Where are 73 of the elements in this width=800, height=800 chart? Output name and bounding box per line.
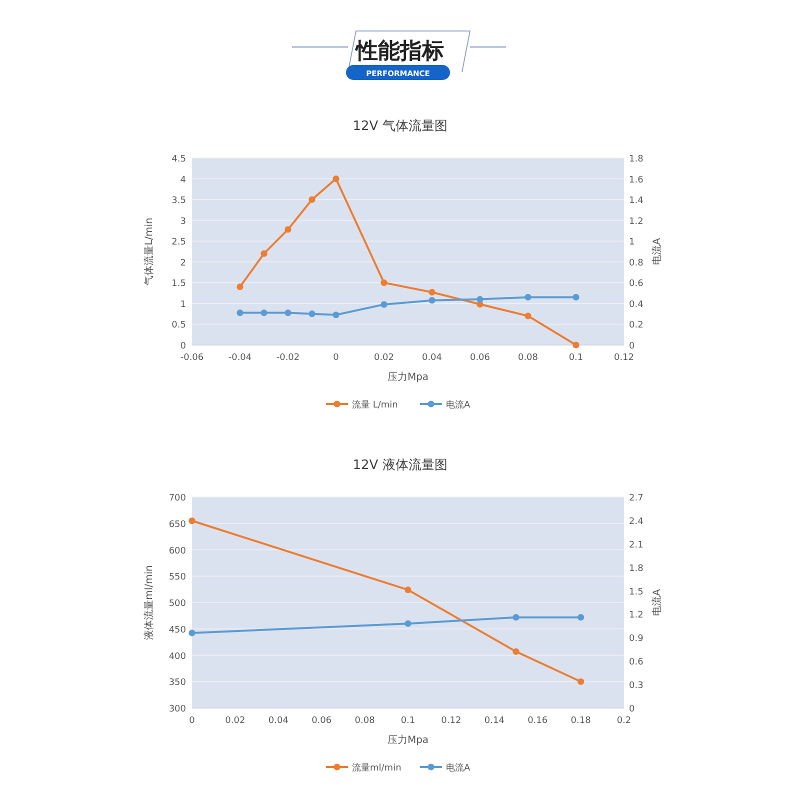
y-axis-title: 气体流量L/min: [143, 218, 155, 286]
x-tick-label: 0.1: [568, 353, 584, 363]
x-tick-label: 0.12: [441, 716, 462, 726]
legend-label: 流量 L/min: [352, 400, 398, 410]
x-tick-label: -0.04: [228, 353, 252, 363]
y2-tick-label: 0.6: [629, 658, 644, 668]
y-tick-label: 1.5: [172, 279, 186, 290]
x-tick-label: 0.2: [616, 716, 632, 726]
y-tick-label: 300: [168, 704, 186, 714]
x-tick-label: 0.08: [354, 716, 376, 726]
y-tick-label: 0: [180, 342, 186, 352]
x-tick-label: -0.06: [180, 353, 204, 363]
y-tick-label: 3.5: [172, 196, 186, 206]
x-tick-label: 0.06: [470, 353, 490, 363]
y-tick-label: 650: [168, 520, 186, 530]
y2-axis-title: 电流A: [651, 238, 663, 265]
x-tick-label: 0.02: [225, 716, 246, 726]
y2-tick-label: 1: [629, 238, 635, 248]
y-tick-label: 350: [168, 678, 186, 688]
y2-tick-label: 1.6: [629, 175, 644, 186]
x-tick-label: 0: [189, 716, 196, 726]
x-tick-label: 0.04: [268, 716, 289, 726]
y2-tick-label: 0.8: [629, 258, 644, 268]
y2-tick-label: 0.6: [629, 279, 644, 290]
y-tick-label: 4.5: [172, 154, 186, 164]
y2-tick-label: 0: [629, 704, 635, 714]
y2-axis-title: 电流A: [651, 588, 663, 616]
x-tick-label: 0: [333, 353, 340, 363]
x-axis-title: 压力Mpa: [387, 734, 429, 746]
x-tick-label: 0.16: [528, 716, 548, 726]
x-tick-label: 0.02: [374, 353, 394, 363]
y-axis-title: 液体流量ml/min: [143, 565, 155, 640]
y2-tick-label: 1.8: [629, 564, 644, 574]
y2-tick-label: 1.2: [629, 610, 644, 621]
y-tick-label: 700: [168, 494, 186, 504]
y2-tick-label: 1.5: [629, 587, 644, 598]
chart-title: 12V 液体流量图: [352, 457, 448, 473]
x-tick-label: 0.04: [422, 353, 442, 363]
text: 性能指标: [354, 39, 444, 64]
chart-title: 12V 气体流量图: [352, 118, 448, 134]
y2-tick-label: 0.9: [629, 634, 644, 644]
y2-tick-label: 2.7: [629, 494, 644, 504]
y-tick-label: 450: [168, 625, 186, 636]
y2-tick-label: 0.3: [629, 681, 644, 692]
y-tick-label: 0.5: [172, 320, 186, 331]
y-tick-label: 2: [180, 258, 186, 268]
x-tick-label: 0.18: [570, 716, 592, 726]
y2-tick-label: 2.4: [629, 516, 644, 527]
y2-tick-label: 1.2: [629, 216, 644, 227]
y-tick-label: 550: [168, 572, 186, 583]
y-tick-label: 600: [168, 546, 186, 556]
legend-label: 电流A: [446, 400, 471, 410]
x-axis-title: 压力Mpa: [387, 371, 429, 383]
x-tick-label: 0.14: [484, 716, 505, 726]
y-tick-label: 400: [168, 652, 186, 662]
y2-tick-label: 1.4: [629, 196, 644, 206]
y2-tick-label: 0: [629, 342, 635, 352]
x-tick-label: 0.1: [400, 716, 416, 726]
y-tick-label: 500: [168, 599, 186, 609]
y-tick-label: 4: [180, 175, 186, 186]
y2-tick-label: 2.1: [629, 540, 644, 550]
x-tick-label: 0.06: [312, 716, 332, 726]
y2-tick-label: 1.8: [629, 154, 644, 164]
x-tick-label: 0.08: [518, 353, 538, 363]
legend-label: 流量ml/min: [352, 762, 402, 774]
x-tick-label: -0.02: [276, 353, 300, 363]
y-tick-label: 2.5: [172, 238, 186, 248]
x-tick-label: 0.12: [614, 353, 634, 363]
y2-tick-label: 0.4: [629, 300, 644, 310]
legend-label: 电流A: [446, 762, 471, 774]
y2-tick-label: 0.2: [629, 320, 644, 331]
y-tick-label: 3: [180, 216, 186, 227]
y-tick-label: 1: [180, 300, 186, 310]
